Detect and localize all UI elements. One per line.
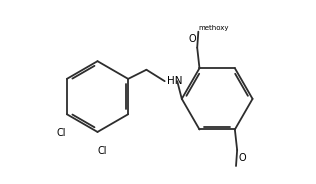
Text: Cl: Cl: [97, 146, 107, 156]
Text: O: O: [238, 153, 246, 163]
Text: Cl: Cl: [57, 128, 66, 138]
Text: HN: HN: [167, 76, 182, 86]
Text: methoxy: methoxy: [198, 24, 229, 31]
Text: O: O: [188, 34, 196, 44]
